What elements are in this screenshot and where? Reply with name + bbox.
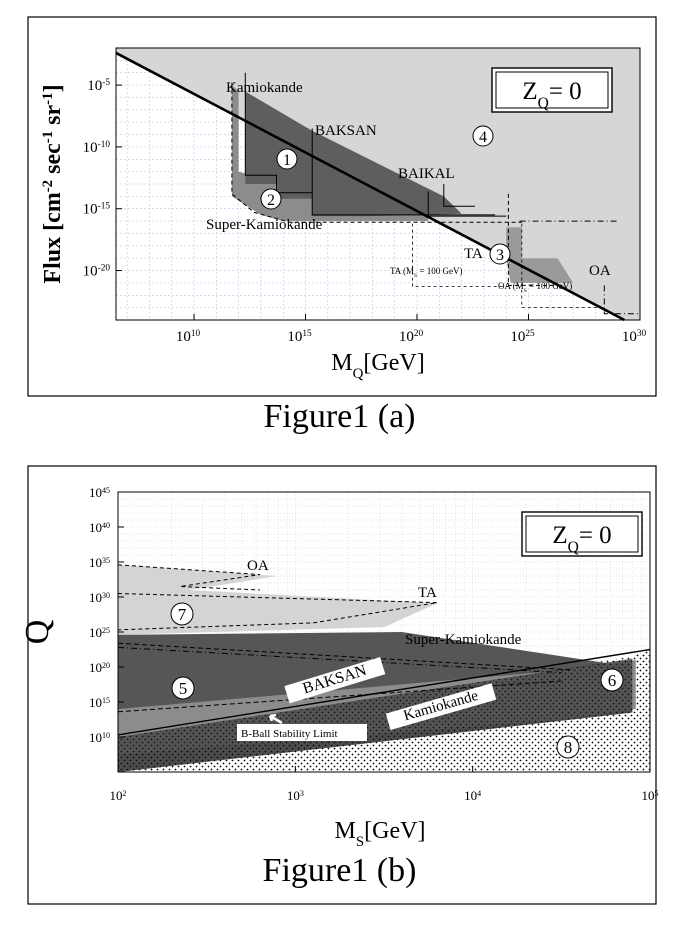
region-marker-7 xyxy=(170,602,194,626)
baksan-label: BAKSAN xyxy=(315,123,377,139)
region-marker-3 xyxy=(489,243,511,265)
region-marker-2 xyxy=(260,188,282,210)
region-3 xyxy=(506,227,574,283)
kamiokande-label-bg xyxy=(385,683,497,730)
x-tick-label: 1010 xyxy=(176,329,201,345)
baksan-limit xyxy=(117,646,562,674)
x-tick-label: 104 xyxy=(464,788,481,803)
chart-a: 1010 1015 1020 1025 1030 10-5 10-10 10-15 10-20 M… xyxy=(40,47,647,382)
diagonal-bound xyxy=(115,51,625,322)
y-tick-label: 1025 xyxy=(89,625,110,640)
oa-limit xyxy=(603,285,640,315)
x-axis-label: MS[GeV] xyxy=(335,818,426,850)
y-axis-label: Q xyxy=(19,620,56,645)
y-tick-label: 1020 xyxy=(89,660,110,675)
region-marker-label: 8 xyxy=(564,738,573,757)
x-tick-label: 103 xyxy=(287,788,304,803)
ta-limit xyxy=(507,193,565,286)
region-marker-label: 6 xyxy=(608,671,617,690)
region-marker-label: 4 xyxy=(479,129,487,146)
region-marker-label: 1 xyxy=(283,152,291,169)
ta-ms100-limit xyxy=(412,223,509,288)
oa-ms100-limit xyxy=(521,223,605,309)
y-tick-label: 1045 xyxy=(89,485,110,500)
oa-note: OA (MS = 100 GeV) xyxy=(498,281,572,294)
superk-limit xyxy=(231,82,522,223)
region-marker-6 xyxy=(600,668,624,692)
x-tick-label: 1020 xyxy=(399,329,424,345)
zq-label: ZQ= 0 xyxy=(522,78,581,112)
bball-arrow xyxy=(268,713,283,725)
region-1 xyxy=(238,87,462,217)
caption-a: Figure1 (a) xyxy=(263,398,416,435)
oa-limit xyxy=(117,564,260,591)
panel-b-frame xyxy=(27,465,657,905)
region-marker-label: 2 xyxy=(267,192,275,209)
zq-box-outer xyxy=(491,67,613,113)
x-tick-label: 1030 xyxy=(622,329,647,345)
y-tick-label: 1015 xyxy=(89,695,110,710)
ta-label: TA xyxy=(418,585,437,601)
baikal-label: BAIKAL xyxy=(398,166,455,182)
bball-label-bg xyxy=(237,724,367,741)
y-axis-label: Flux [cm-2 sec-1 sr-1] xyxy=(40,84,66,283)
bball-label: B-Ball Stability Limit xyxy=(241,728,338,740)
bball-line xyxy=(117,648,651,736)
baksan-label-bg xyxy=(284,656,386,704)
y-tick-label: 1040 xyxy=(89,520,110,535)
region-overlap xyxy=(118,658,633,772)
x-tick-label: 102 xyxy=(109,788,126,803)
oa-label: OA xyxy=(247,558,269,574)
y-tick-label: 1035 xyxy=(89,555,110,570)
region-marker-1 xyxy=(276,148,298,170)
baikal-limit-2 xyxy=(443,184,475,207)
kamiokande-label: Kamiokande xyxy=(226,80,303,96)
panel-a-frame xyxy=(27,16,657,397)
zq-label: ZQ= 0 xyxy=(552,522,611,556)
region-marker-4 xyxy=(472,125,494,147)
y-tick-label: 1030 xyxy=(89,590,110,605)
region-marker-5 xyxy=(171,676,195,700)
ta-limit xyxy=(117,593,438,631)
y-tick-label: 10-10 xyxy=(83,140,111,156)
x-tick-label: 1025 xyxy=(510,329,535,345)
y-tick-label: 10-5 xyxy=(87,78,110,94)
y-tick-label: 10-15 xyxy=(83,202,111,218)
region-7 xyxy=(118,564,438,635)
ta-label: TA xyxy=(464,246,483,262)
superk-label: Super-Kamiokande xyxy=(405,632,522,648)
x-axis-label: MQ[GeV] xyxy=(331,350,424,382)
region-marker-label: 7 xyxy=(178,605,187,624)
region-marker-label: 5 xyxy=(179,679,188,698)
kamiokande-limit xyxy=(244,72,313,194)
zq-box-outer xyxy=(521,511,643,557)
y-tick-label: 10-20 xyxy=(83,264,111,280)
zq-box-inner xyxy=(495,71,609,109)
superk-limit xyxy=(117,642,571,671)
superk-label: Super-Kamiokande xyxy=(206,217,323,233)
x-tick-label: 1015 xyxy=(287,329,312,345)
caption-b: Figure1 (b) xyxy=(262,852,417,889)
region-marker-label: 3 xyxy=(496,247,504,264)
region-marker-8 xyxy=(556,735,580,759)
zq-box-inner xyxy=(525,515,639,553)
plot-frame-a xyxy=(115,47,641,321)
y-tick-label: 1010 xyxy=(89,730,110,745)
x-tick-label: 105 xyxy=(641,788,658,803)
oa-label: OA xyxy=(589,263,611,279)
ta-note: TA (MS = 100 GeV) xyxy=(390,266,462,279)
chart-b: 102 103 104 105 1010 1015 1020 1025 1030 1035 1040… xyxy=(19,485,659,850)
